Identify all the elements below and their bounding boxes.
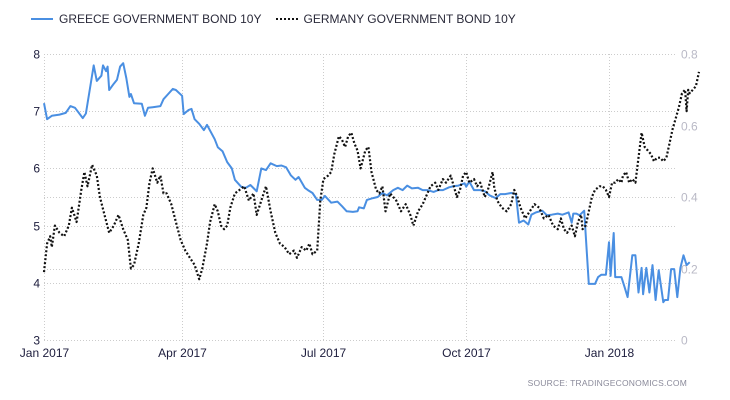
x-tick-label: Jul 2017 xyxy=(301,346,347,360)
y-left-tick-label: 8 xyxy=(33,48,40,62)
y-right-tick-label: 0.4 xyxy=(681,191,698,205)
y-right-tick-label: 0.6 xyxy=(681,120,698,134)
legend-label-greece: GREECE GOVERNMENT BOND 10Y xyxy=(59,12,262,26)
legend-label-germany: GERMANY GOVERNMENT BOND 10Y xyxy=(303,12,516,26)
y-left-tick-label: 5 xyxy=(33,220,40,234)
y-right-tick-label: 0.2 xyxy=(681,263,698,277)
germany-bond-line xyxy=(42,71,701,281)
legend-item-greece[interactable]: GREECE GOVERNMENT BOND 10Y xyxy=(31,12,262,26)
y-left-tick-label: 3 xyxy=(33,334,40,348)
y-left-tick-label: 6 xyxy=(33,162,40,176)
x-tick-label: Jan 2018 xyxy=(585,346,635,360)
data-lines xyxy=(42,62,701,304)
x-tick-label: Jan 2017 xyxy=(20,346,70,360)
grid-lines xyxy=(44,54,677,341)
axis-labels: 3 4 5 6 7 8 0 0.2 0.4 0.6 0.8 Jan 2017 Apr 2017 Jul 2… xyxy=(20,48,698,361)
y-right-tick-label: 0 xyxy=(681,334,688,348)
y-left-tick-label: 7 xyxy=(33,105,40,119)
y-left-tick-label: 4 xyxy=(33,277,40,291)
chart-legend: GREECE GOVERNMENT BOND 10Y GERMANY GOVER… xyxy=(31,12,530,26)
legend-item-germany[interactable]: GERMANY GOVERNMENT BOND 10Y xyxy=(275,12,516,26)
source-credit: SOURCE: TRADINGECONOMICS.COM xyxy=(527,378,687,388)
legend-swatch-dotted-icon xyxy=(275,18,298,20)
y-right-tick-label: 0.8 xyxy=(681,48,698,62)
greece-bond-line xyxy=(43,62,691,304)
legend-swatch-solid-icon xyxy=(31,18,53,20)
x-tick-label: Apr 2017 xyxy=(158,346,207,360)
x-tick-label: Oct 2017 xyxy=(442,346,491,360)
